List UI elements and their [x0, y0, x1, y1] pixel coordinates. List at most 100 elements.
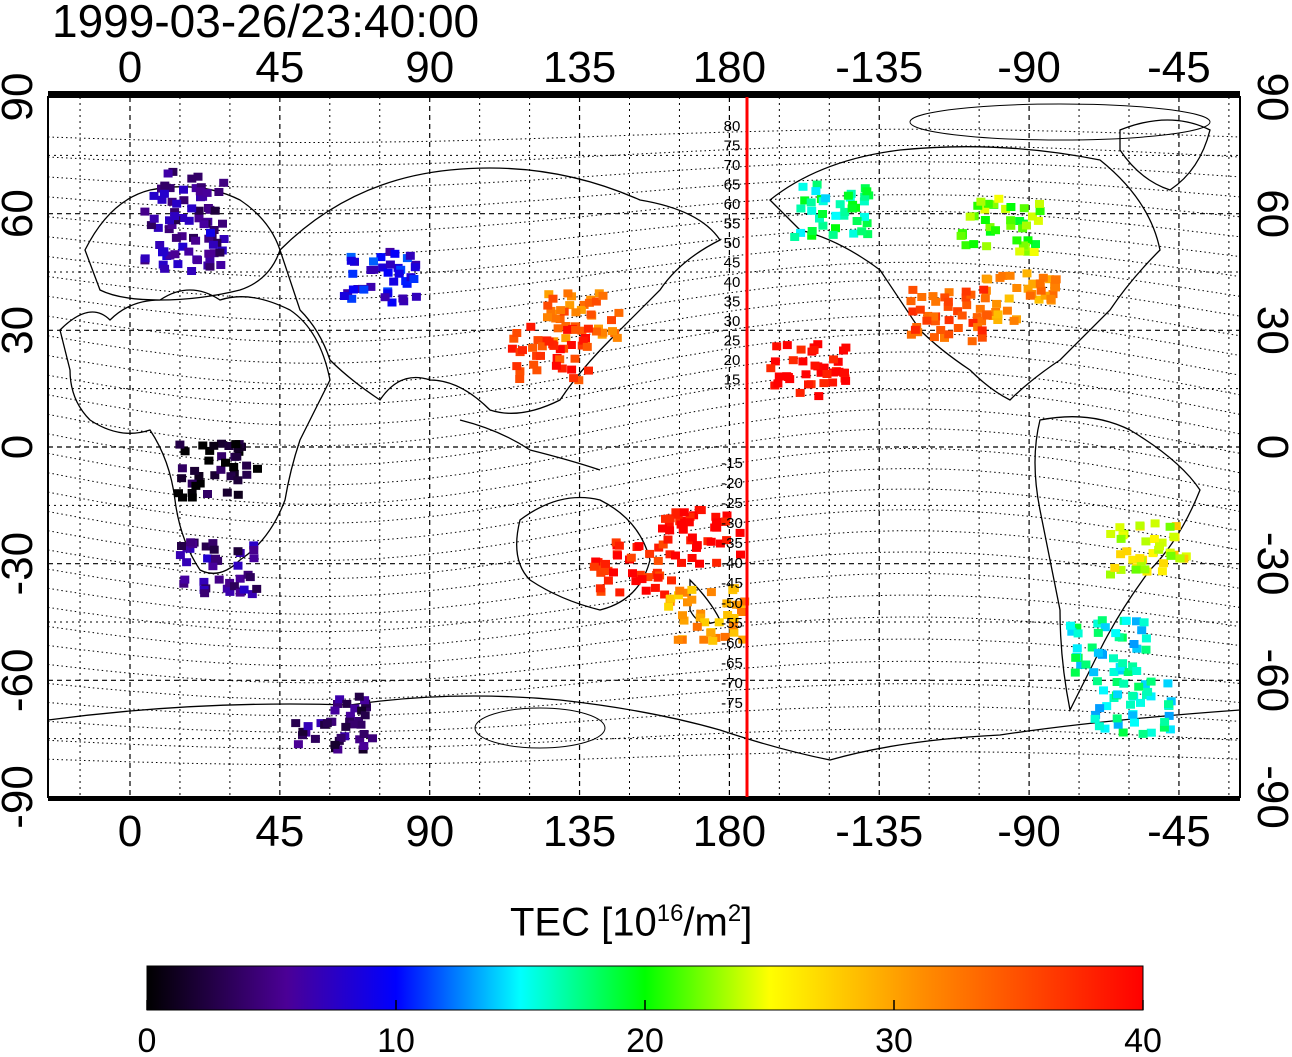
tec-cell	[1131, 565, 1141, 574]
tec-cell	[692, 622, 702, 631]
tec-cell	[537, 342, 547, 351]
tec-cell	[570, 354, 580, 363]
tec-cell	[195, 187, 205, 196]
tec-cell	[665, 550, 675, 559]
contour-label: 20	[724, 352, 741, 369]
tec-cell	[191, 481, 201, 490]
tec-cell	[1006, 216, 1016, 225]
tec-cell	[533, 336, 543, 345]
tec-cell	[732, 600, 742, 609]
tec-cell	[1022, 221, 1031, 230]
contour-label: -50	[721, 595, 743, 612]
tec-cell	[350, 704, 360, 713]
tec-cell	[579, 300, 589, 309]
tec-cell	[766, 364, 776, 373]
tec-cell	[673, 510, 683, 519]
tec-cell	[968, 318, 978, 327]
tec-data-cells	[140, 167, 1191, 754]
tec-cell	[591, 297, 601, 306]
tec-cell	[612, 333, 622, 342]
tec-cell	[186, 538, 196, 547]
tec-cell	[1135, 521, 1145, 530]
tec-cell	[184, 216, 194, 225]
tec-cell	[242, 470, 252, 479]
lat-tick-label: -90	[0, 765, 42, 829]
tec-cell	[387, 298, 397, 307]
tec-cell	[211, 554, 220, 563]
tec-cell	[774, 372, 784, 381]
tec-cell	[184, 247, 194, 256]
tec-cell	[982, 242, 992, 251]
tec-cell	[973, 201, 983, 210]
tec-cell	[667, 576, 676, 585]
tec-cell	[178, 214, 188, 222]
contour-label: -55	[721, 615, 743, 632]
tec-cell	[216, 261, 226, 269]
tec-cell	[582, 342, 592, 351]
tec-cell	[252, 584, 262, 593]
tec-cell	[366, 282, 376, 291]
tec-cell	[645, 549, 655, 558]
tec-cell	[598, 328, 608, 337]
tec-cell	[840, 368, 849, 377]
tec-cell	[167, 221, 177, 229]
tec-cell	[1113, 690, 1123, 699]
tec-cell	[860, 192, 870, 201]
tec-cell	[1129, 640, 1139, 648]
tec-cell	[182, 543, 192, 552]
tec-cell	[235, 574, 245, 583]
tec-cell	[1019, 204, 1029, 213]
tec-cell	[551, 361, 561, 370]
tec-cell	[993, 310, 1003, 319]
tec-cell	[178, 493, 187, 502]
tec-cell	[557, 364, 567, 373]
tec-cell	[840, 207, 850, 216]
tec-cell	[205, 262, 215, 271]
tec-cell	[983, 275, 993, 284]
tec-cell	[1165, 522, 1175, 531]
tec-cell	[1094, 722, 1104, 731]
tec-cell	[171, 216, 181, 225]
tec-cell	[796, 204, 806, 213]
tec-cell	[1116, 534, 1126, 543]
lon-tick-label: 0	[118, 807, 142, 856]
tec-cell	[653, 573, 663, 582]
tec-cell	[1022, 269, 1032, 278]
tec-cell	[348, 269, 358, 278]
tec-cell	[193, 256, 202, 265]
tec-cell	[1070, 668, 1080, 677]
lat-tick-label: 90	[0, 73, 42, 122]
tec-cell	[187, 489, 197, 497]
tec-cell	[556, 306, 566, 315]
tec-cell	[359, 730, 369, 738]
tec-cell	[149, 214, 159, 223]
contour-label: 25	[724, 333, 741, 350]
tec-cell	[1028, 212, 1037, 221]
tec-cell	[1137, 626, 1147, 635]
contour-label: -65	[721, 655, 743, 672]
tec-cell	[577, 326, 587, 335]
contour-label: 55	[724, 216, 741, 233]
tec-cell	[847, 204, 857, 213]
tec-cell	[991, 226, 1000, 235]
tec-cell	[354, 692, 364, 701]
tec-cell	[330, 706, 340, 715]
tec-cell	[177, 464, 187, 473]
tec-cell	[214, 575, 224, 584]
tec-cell	[551, 314, 561, 323]
tec-cell	[170, 250, 180, 259]
tec-cell	[333, 700, 342, 708]
tec-cell	[687, 585, 697, 594]
contour-label: -25	[721, 495, 743, 512]
tec-cell	[1109, 668, 1119, 676]
tec-cell	[512, 362, 522, 371]
tec-cell	[206, 228, 215, 237]
tec-cell	[1066, 621, 1075, 630]
tec-cell	[1159, 723, 1169, 732]
tec-cell	[706, 537, 716, 546]
tec-cell	[706, 628, 716, 637]
tec-cell	[1155, 542, 1164, 551]
tec-cell	[208, 240, 218, 249]
tec-cell	[1051, 283, 1060, 292]
tec-cell	[507, 344, 517, 353]
